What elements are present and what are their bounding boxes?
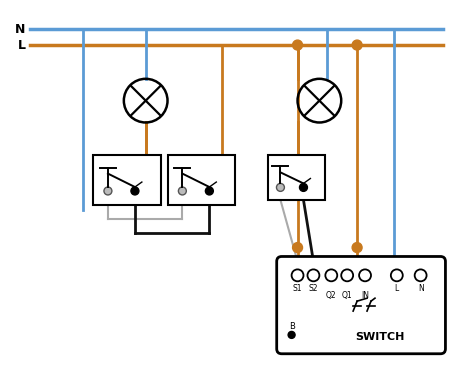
Text: L: L (18, 39, 26, 52)
Text: SWITCH: SWITCH (356, 332, 405, 342)
FancyBboxPatch shape (167, 155, 235, 205)
Circle shape (352, 243, 362, 252)
FancyBboxPatch shape (277, 256, 446, 354)
Circle shape (352, 40, 362, 50)
Text: IN: IN (361, 291, 369, 300)
Text: S2: S2 (309, 284, 318, 293)
Circle shape (292, 243, 302, 252)
Circle shape (205, 187, 213, 195)
FancyBboxPatch shape (268, 155, 325, 200)
Circle shape (131, 187, 139, 195)
Text: L: L (395, 284, 399, 293)
Text: S1: S1 (293, 284, 302, 293)
Circle shape (292, 40, 302, 50)
Text: Q2: Q2 (326, 291, 337, 300)
Text: N: N (15, 22, 26, 36)
Circle shape (276, 183, 284, 191)
Circle shape (300, 183, 308, 191)
Circle shape (288, 332, 295, 338)
Circle shape (178, 187, 186, 195)
Text: B: B (289, 322, 294, 332)
Text: N: N (418, 284, 423, 293)
Circle shape (104, 187, 112, 195)
FancyBboxPatch shape (93, 155, 161, 205)
Text: Q1: Q1 (342, 291, 353, 300)
